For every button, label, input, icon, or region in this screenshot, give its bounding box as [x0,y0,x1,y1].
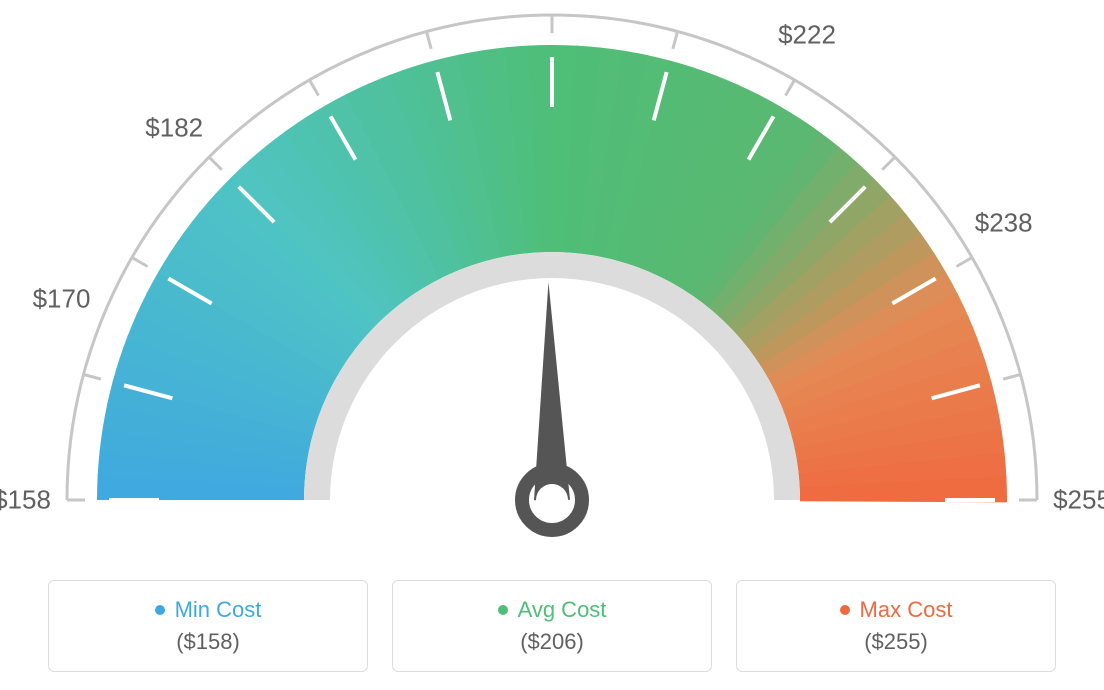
legend-card-min: Min Cost ($158) [48,580,368,672]
gauge-tick-label: $222 [778,20,836,51]
legend-dot-min [155,605,165,615]
cost-gauge: $158$170$182$206$222$238$255 [0,0,1104,560]
legend-title-row: Max Cost [840,597,953,623]
legend-value-min: ($158) [176,629,240,655]
gauge-tick-label: $158 [0,485,51,516]
gauge-tick-label: $255 [1053,485,1104,516]
gauge-tick-label: $170 [33,284,91,315]
legend-value-max: ($255) [864,629,928,655]
legend-dot-avg [498,605,508,615]
gauge-tick-label: $182 [145,113,203,144]
legend-card-max: Max Cost ($255) [736,580,1056,672]
gauge-svg [0,0,1104,560]
gauge-tick-label: $238 [975,207,1033,238]
legend-title-max: Max Cost [860,597,953,623]
legend-dot-max [840,605,850,615]
legend-card-avg: Avg Cost ($206) [392,580,712,672]
legend-title-avg: Avg Cost [518,597,607,623]
legend-row: Min Cost ($158) Avg Cost ($206) Max Cost… [0,580,1104,690]
legend-title-row: Min Cost [155,597,262,623]
legend-title-min: Min Cost [175,597,262,623]
legend-value-avg: ($206) [520,629,584,655]
legend-title-row: Avg Cost [498,597,607,623]
